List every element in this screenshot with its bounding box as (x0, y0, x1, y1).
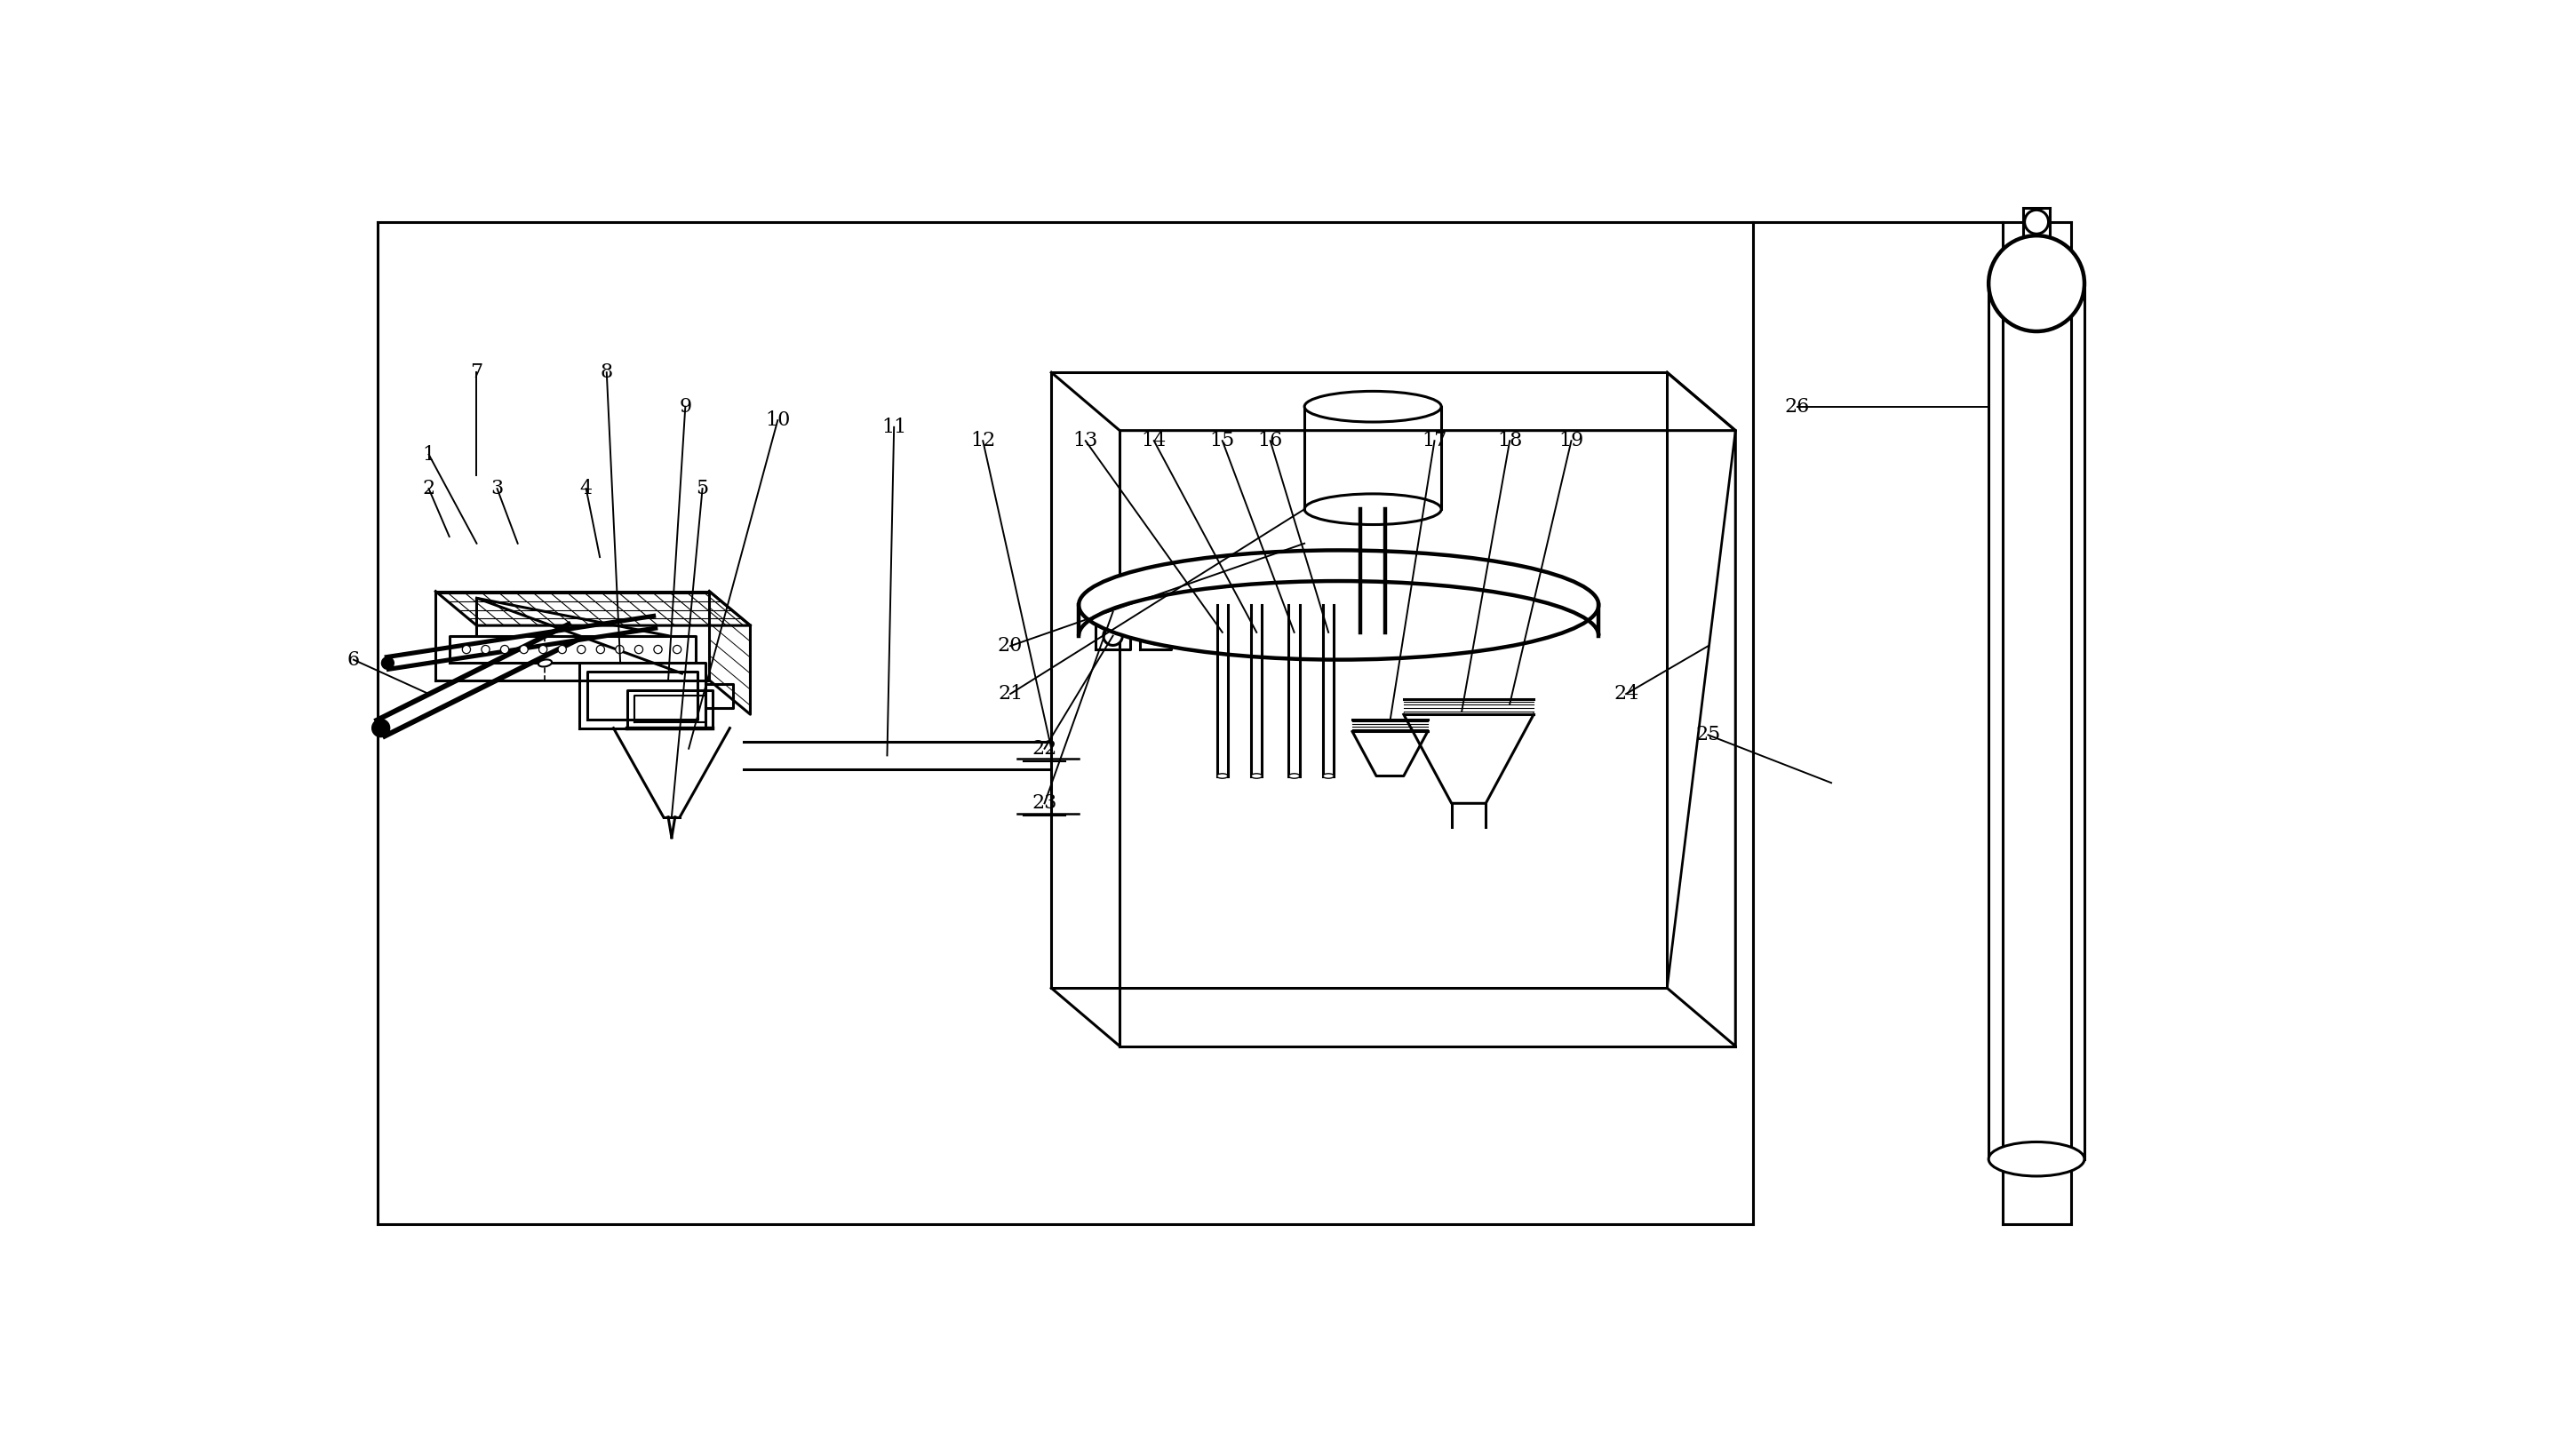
Text: 19: 19 (1558, 431, 1583, 450)
Ellipse shape (540, 645, 547, 654)
Text: 12: 12 (969, 431, 995, 450)
Ellipse shape (1102, 626, 1123, 645)
Text: 14: 14 (1141, 431, 1166, 450)
Text: 11: 11 (883, 418, 906, 437)
Text: 7: 7 (471, 363, 483, 381)
Ellipse shape (1322, 773, 1333, 779)
Text: 2: 2 (422, 479, 435, 498)
Text: 24: 24 (1614, 684, 1640, 703)
Text: 25: 25 (1696, 725, 1722, 744)
Text: 1: 1 (422, 444, 435, 464)
Ellipse shape (537, 660, 553, 667)
Text: 21: 21 (998, 684, 1023, 703)
Text: 5: 5 (696, 479, 709, 498)
Text: 10: 10 (765, 411, 790, 430)
Ellipse shape (616, 645, 624, 654)
Ellipse shape (655, 645, 663, 654)
Ellipse shape (501, 645, 509, 654)
Text: 23: 23 (1031, 794, 1056, 812)
Text: 18: 18 (1496, 431, 1522, 450)
Text: 17: 17 (1422, 431, 1448, 450)
Ellipse shape (463, 645, 471, 654)
Ellipse shape (578, 645, 586, 654)
Ellipse shape (371, 719, 389, 737)
Ellipse shape (1218, 773, 1228, 779)
Text: 6: 6 (348, 649, 361, 670)
Ellipse shape (1988, 1142, 2085, 1176)
Text: 22: 22 (1031, 738, 1056, 759)
Text: 20: 20 (998, 636, 1023, 655)
Ellipse shape (1988, 236, 2085, 332)
Text: 4: 4 (581, 479, 593, 498)
Text: 26: 26 (1785, 397, 1809, 416)
Ellipse shape (381, 657, 394, 670)
Text: 15: 15 (1210, 431, 1236, 450)
Ellipse shape (1149, 628, 1164, 644)
Ellipse shape (1251, 773, 1261, 779)
Ellipse shape (1289, 773, 1299, 779)
Ellipse shape (1079, 550, 1599, 660)
Ellipse shape (673, 645, 680, 654)
Ellipse shape (1305, 494, 1440, 524)
Ellipse shape (481, 645, 489, 654)
Ellipse shape (634, 645, 642, 654)
Text: 3: 3 (491, 479, 504, 498)
Text: 13: 13 (1072, 431, 1097, 450)
Ellipse shape (1305, 392, 1440, 422)
Ellipse shape (2023, 210, 2049, 234)
Ellipse shape (596, 645, 604, 654)
Text: 16: 16 (1259, 431, 1282, 450)
Text: 8: 8 (601, 363, 614, 381)
Ellipse shape (558, 645, 565, 654)
Ellipse shape (519, 645, 527, 654)
Text: 9: 9 (678, 397, 691, 416)
